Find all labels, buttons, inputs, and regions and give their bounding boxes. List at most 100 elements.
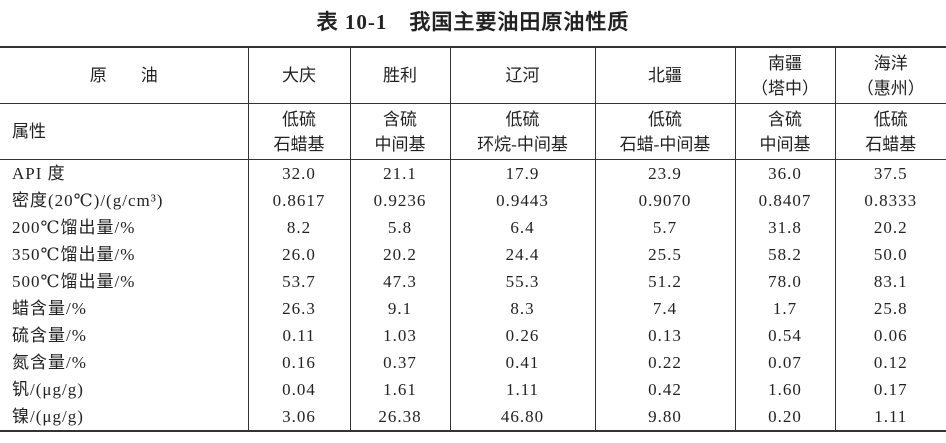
property-cell: 350℃馏出量/% bbox=[12, 245, 136, 264]
header-line: 胜利 bbox=[383, 66, 417, 85]
value-cell: 0.9236 bbox=[349, 187, 450, 214]
header-line: 低硫 bbox=[873, 109, 908, 129]
header-line: 北疆 bbox=[648, 66, 682, 85]
header-cell: 属性 bbox=[0, 103, 248, 160]
header-row: 属性 低硫 石蜡基 含硫 中间基 低硫 环烷-中间基 低硫 石蜡-中间基 含硫 中间基 低硫 石蜡基 bbox=[0, 103, 946, 160]
header-line: 环烷-中间基 bbox=[477, 134, 568, 154]
value-cell: 47.3 bbox=[349, 268, 450, 295]
value-cell: 37.5 bbox=[834, 159, 946, 187]
value-cell: 0.20 bbox=[734, 403, 835, 431]
data-row: 氮含量/% 0.16 0.37 0.41 0.22 0.07 0.12 bbox=[0, 349, 946, 376]
value-cell: 5.7 bbox=[594, 214, 735, 241]
value-cell: 26.38 bbox=[349, 403, 450, 431]
value-cell: 23.9 bbox=[594, 159, 735, 187]
value-cell: 0.11 bbox=[247, 322, 350, 349]
data-row: 钒/(μg/g) 0.04 1.61 1.11 0.42 1.60 0.17 bbox=[0, 376, 946, 403]
property-cell: 蜡含量/% bbox=[12, 299, 87, 318]
header-line: 大庆 bbox=[282, 66, 316, 85]
header-cell: 含硫 中间基 bbox=[734, 103, 835, 160]
property-cell: 密度(20℃)/(g/cm³) bbox=[12, 191, 164, 210]
data-row: 200℃馏出量/% 8.2 5.8 6.4 5.7 31.8 20.2 bbox=[0, 214, 946, 241]
value-cell: 58.2 bbox=[734, 241, 835, 268]
value-cell: 78.0 bbox=[734, 268, 835, 295]
value-cell: 24.4 bbox=[449, 241, 595, 268]
value-cell: 21.1 bbox=[349, 159, 450, 187]
header-line: 中间基 bbox=[374, 134, 426, 154]
value-cell: 0.13 bbox=[594, 322, 735, 349]
header-line: 含硫 bbox=[768, 109, 802, 129]
header-cell: 北疆 bbox=[594, 47, 735, 104]
value-cell: 55.3 bbox=[449, 268, 595, 295]
value-cell: 0.8617 bbox=[247, 187, 350, 214]
value-cell: 26.3 bbox=[247, 295, 350, 322]
value-cell: 0.37 bbox=[349, 349, 450, 376]
header-line: 海洋 bbox=[873, 53, 908, 73]
header-cell: 辽河 bbox=[449, 47, 595, 104]
value-cell: 1.11 bbox=[449, 376, 595, 403]
data-row: API 度 32.0 21.1 17.9 23.9 36.0 37.5 bbox=[0, 159, 946, 187]
value-cell: 3.06 bbox=[247, 403, 350, 431]
value-cell: 0.8333 bbox=[834, 187, 946, 214]
header-cell: 大庆 bbox=[247, 47, 350, 104]
property-cell: 钒/(μg/g) bbox=[12, 380, 84, 399]
header-line: 含硫 bbox=[383, 109, 417, 129]
value-cell: 51.2 bbox=[594, 268, 735, 295]
value-cell: 20.2 bbox=[834, 214, 946, 241]
value-cell: 36.0 bbox=[734, 159, 835, 187]
value-cell: 53.7 bbox=[247, 268, 350, 295]
value-cell: 32.0 bbox=[247, 159, 350, 187]
header-row: 原 油 大庆 胜利 辽河 北疆 南疆 （塔中） 海洋 （惠州） bbox=[0, 47, 946, 104]
value-cell: 6.4 bbox=[449, 214, 595, 241]
header-line: 低硫 bbox=[648, 109, 682, 129]
value-cell: 25.8 bbox=[834, 295, 946, 322]
data-row: 蜡含量/% 26.3 9.1 8.3 7.4 1.7 25.8 bbox=[0, 295, 946, 322]
value-cell: 31.8 bbox=[734, 214, 835, 241]
data-row: 密度(20℃)/(g/cm³) 0.8617 0.9236 0.9443 0.9070 0… bbox=[0, 187, 946, 214]
header-cell: 低硫 石蜡基 bbox=[834, 103, 946, 160]
value-cell: 50.0 bbox=[834, 241, 946, 268]
value-cell: 0.41 bbox=[449, 349, 595, 376]
value-cell: 17.9 bbox=[449, 159, 595, 187]
value-cell: 20.2 bbox=[349, 241, 450, 268]
data-row: 硫含量/% 0.11 1.03 0.26 0.13 0.54 0.06 bbox=[0, 322, 946, 349]
value-cell: 8.3 bbox=[449, 295, 595, 322]
header-cell: 原 油 bbox=[0, 47, 248, 104]
header-line: （塔中） bbox=[751, 78, 819, 98]
data-row: 镍/(μg/g) 3.06 26.38 46.80 9.80 0.20 1.11 bbox=[0, 403, 946, 431]
header-line: 低硫 bbox=[282, 109, 316, 129]
value-cell: 0.07 bbox=[734, 349, 835, 376]
header-cell: 低硫 石蜡基 bbox=[247, 103, 350, 160]
value-cell: 8.2 bbox=[247, 214, 350, 241]
value-cell: 0.22 bbox=[594, 349, 735, 376]
property-cell: 硫含量/% bbox=[12, 326, 87, 345]
value-cell: 0.06 bbox=[834, 322, 946, 349]
value-cell: 1.61 bbox=[349, 376, 450, 403]
header-line: 南疆 bbox=[768, 53, 802, 73]
data-row: 500℃馏出量/% 53.7 47.3 55.3 51.2 78.0 83.1 bbox=[0, 268, 946, 295]
value-cell: 1.11 bbox=[834, 403, 946, 431]
value-cell: 83.1 bbox=[834, 268, 946, 295]
value-cell: 0.26 bbox=[449, 322, 595, 349]
value-cell: 9.80 bbox=[594, 403, 735, 431]
property-cell: 氮含量/% bbox=[12, 353, 87, 372]
property-cell: 200℃馏出量/% bbox=[12, 218, 136, 237]
header-line: 石蜡-中间基 bbox=[619, 134, 711, 154]
property-cell: 镍/(μg/g) bbox=[12, 407, 84, 426]
value-cell: 25.5 bbox=[594, 241, 735, 268]
data-row: 350℃馏出量/% 26.0 20.2 24.4 25.5 58.2 50.0 bbox=[0, 241, 946, 268]
value-cell: 9.1 bbox=[349, 295, 450, 322]
header-line: 低硫 bbox=[505, 109, 540, 129]
header-cell: 低硫石蜡-中间基 bbox=[594, 103, 735, 160]
header-cell: 含硫 中间基 bbox=[349, 103, 450, 160]
property-cell: 500℃馏出量/% bbox=[12, 272, 136, 291]
value-cell: 0.42 bbox=[594, 376, 735, 403]
value-cell: 0.9070 bbox=[594, 187, 735, 214]
header-cell: 低硫环烷-中间基 bbox=[449, 103, 595, 160]
header-line: （惠州） bbox=[856, 78, 925, 98]
header-line: 石蜡基 bbox=[273, 134, 325, 154]
value-cell: 0.16 bbox=[247, 349, 350, 376]
header-cell: 胜利 bbox=[349, 47, 450, 104]
header-line: 石蜡基 bbox=[865, 134, 917, 154]
value-cell: 1.7 bbox=[734, 295, 835, 322]
header-cell: 海洋 （惠州） bbox=[834, 47, 946, 104]
